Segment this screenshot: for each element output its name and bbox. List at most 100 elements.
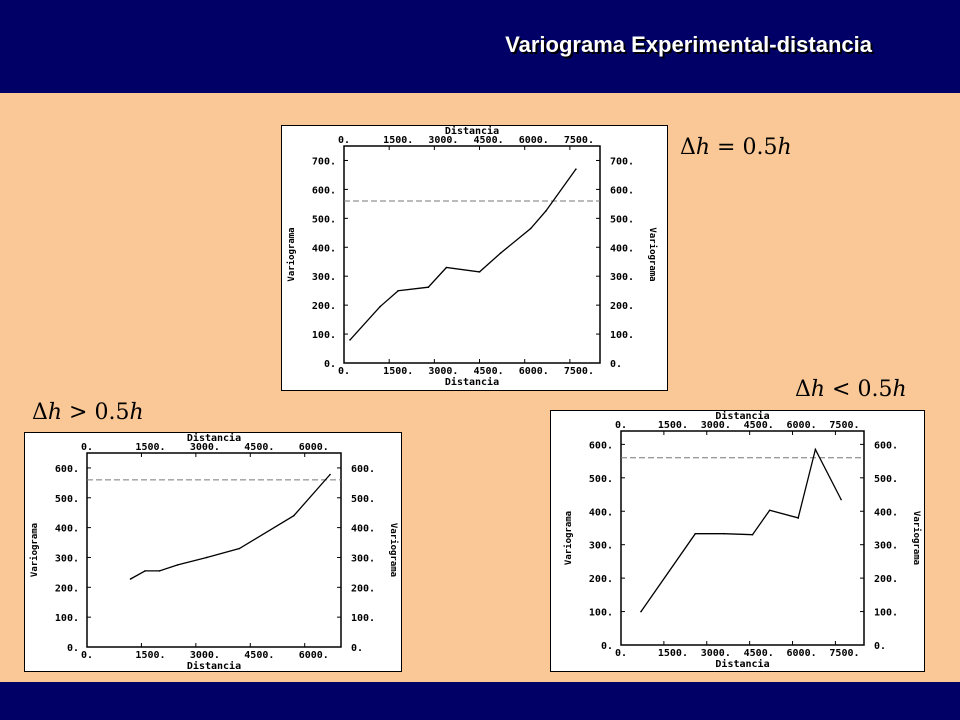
x-tick-label-bottom: 7500. <box>829 648 859 659</box>
variogram-chart-left: 0.0.1500.1500.3000.3000.4500.4500.6000.6… <box>29 433 399 671</box>
variogram-point <box>238 547 241 550</box>
variogram-point <box>499 252 502 254</box>
variogram-point <box>144 570 146 572</box>
x-axis-label-top: Distancia <box>445 126 499 137</box>
formula-greater-op: > 0.5 <box>62 400 130 425</box>
variogram-point <box>205 556 208 559</box>
x-tick-label-bottom: 1500. <box>658 648 688 659</box>
x-tick-label-bottom: 6000. <box>787 648 817 659</box>
y-tick-label-left: 600. <box>55 464 79 475</box>
page-title: Variograma Experimental-distancia <box>505 32 872 57</box>
plot-frame <box>86 452 342 648</box>
y-tick-label-right: 0. <box>874 641 886 652</box>
y-tick-label-right: 500. <box>610 214 634 225</box>
y-tick-label-right: 200. <box>874 574 898 585</box>
y-tick-label-left: 500. <box>312 214 336 225</box>
x-axis-label-bottom: Distancia <box>715 658 769 670</box>
variogram-series-line <box>349 168 577 341</box>
x-tick-label-bottom: 3000. <box>428 366 458 377</box>
y-axis-label-right: Variograma <box>911 511 922 565</box>
formula-equal-op: = 0.5 <box>710 135 778 160</box>
y-tick-label-right: 300. <box>351 553 375 564</box>
x-tick-label-top: 0. <box>615 420 627 431</box>
variogram-point <box>814 448 817 451</box>
x-tick-label-top: 7500. <box>564 135 594 146</box>
variogram-point <box>840 498 842 501</box>
formula-less-delta: Δ <box>795 377 811 402</box>
x-tick-label-top: 3000. <box>190 442 220 453</box>
formula-equal: Δh = 0.5h <box>680 135 792 160</box>
x-tick-label-top: 1500. <box>383 135 413 146</box>
x-tick-label-top: 6000. <box>787 420 817 431</box>
x-axis-label-bottom: Distancia <box>445 376 499 388</box>
y-tick-label-right: 600. <box>610 185 634 196</box>
formula-less: Δh < 0.5h <box>795 377 907 402</box>
variogram-point <box>694 532 697 535</box>
y-tick-label-right: 600. <box>351 464 375 475</box>
y-tick-label-left: 300. <box>589 541 613 552</box>
y-axis-label-right: Variograma <box>388 523 399 577</box>
formula-equal-h2: h <box>777 135 792 160</box>
y-tick-label-left: 100. <box>589 608 613 619</box>
formula-greater: Δh > 0.5h <box>32 400 144 425</box>
x-tick-label-top: 6000. <box>299 442 329 453</box>
y-tick-label-right: 700. <box>610 156 634 167</box>
x-tick-label-bottom: 0. <box>615 648 627 659</box>
y-tick-label-left: 200. <box>312 301 336 312</box>
chart-panel-right: 0. 0. 1500. 1500. 3000. 3000. 4500. 4500. 6000. 6… <box>550 410 925 672</box>
variogram-point <box>397 289 400 292</box>
variogram-series-line <box>640 447 842 612</box>
variogram-point <box>575 168 577 170</box>
x-tick-label-bottom: 1500. <box>135 650 165 661</box>
x-tick-label-bottom: 0. <box>81 650 93 661</box>
variogram-chart-top: 0.0.1500.1500.3000.3000.4500.4500.6000.6… <box>286 126 658 388</box>
chart-panel-top: 0. 0. 1500. 1500. 3000. 3000. 4500. 4500. 6000. 6… <box>281 125 668 391</box>
variogram-series-line <box>130 474 331 580</box>
y-tick-label-left: 0. <box>67 643 79 654</box>
variogram-point <box>379 305 381 308</box>
formula-greater-h1: h <box>47 400 63 425</box>
x-tick-label-bottom: 4500. <box>244 650 274 661</box>
variogram-point <box>445 266 448 269</box>
header-bar: Variograma Experimental-distancia <box>0 0 960 93</box>
x-tick-label-bottom: 3000. <box>701 648 731 659</box>
variogram-point <box>478 271 481 273</box>
variogram-point <box>129 578 132 580</box>
footer-bar <box>0 682 960 720</box>
variogram-chart-right: 0.0.1500.1500.3000.3000.4500.4500.6000.6… <box>563 411 922 670</box>
y-tick-label-right: 0. <box>351 643 363 654</box>
variogram-point <box>544 210 547 212</box>
y-tick-label-right: 400. <box>874 507 898 518</box>
y-axis-label-left: Variograma <box>29 523 40 577</box>
x-tick-label-bottom: 4500. <box>474 366 504 377</box>
y-tick-label-right: 600. <box>874 440 898 451</box>
x-tick-label-bottom: 1500. <box>383 366 413 377</box>
plot-frame <box>343 145 601 364</box>
x-tick-label-bottom: 6000. <box>519 366 549 377</box>
variogram-point <box>529 227 532 230</box>
variogram-point <box>349 339 351 341</box>
y-tick-label-right: 100. <box>610 330 634 341</box>
y-tick-label-left: 200. <box>55 583 79 594</box>
y-tick-label-right: 400. <box>351 524 375 535</box>
x-tick-label-top: 4500. <box>244 442 274 453</box>
y-tick-label-right: 300. <box>874 541 898 552</box>
x-tick-label-bottom: 7500. <box>564 366 594 377</box>
x-tick-label-top: 4500. <box>474 135 504 146</box>
y-axis-label-right: Variograma <box>647 227 658 281</box>
x-tick-label-top: 0. <box>81 442 93 453</box>
y-tick-label-right: 500. <box>351 494 375 505</box>
formula-less-op: < 0.5 <box>825 377 893 402</box>
x-tick-label-bottom: 3000. <box>190 650 220 661</box>
x-tick-label-top: 4500. <box>744 420 774 431</box>
variogram-point <box>158 570 161 572</box>
variogram-point <box>329 473 331 476</box>
x-tick-label-top: 0. <box>338 135 350 146</box>
variogram-point <box>293 514 295 517</box>
x-axis-label-bottom: Distancia <box>187 660 241 671</box>
x-tick-label-top: 3000. <box>428 135 458 146</box>
y-tick-label-left: 300. <box>312 272 336 283</box>
x-tick-label-top: 6000. <box>519 135 549 146</box>
y-tick-label-right: 500. <box>874 474 898 485</box>
variogram-point <box>176 564 179 566</box>
